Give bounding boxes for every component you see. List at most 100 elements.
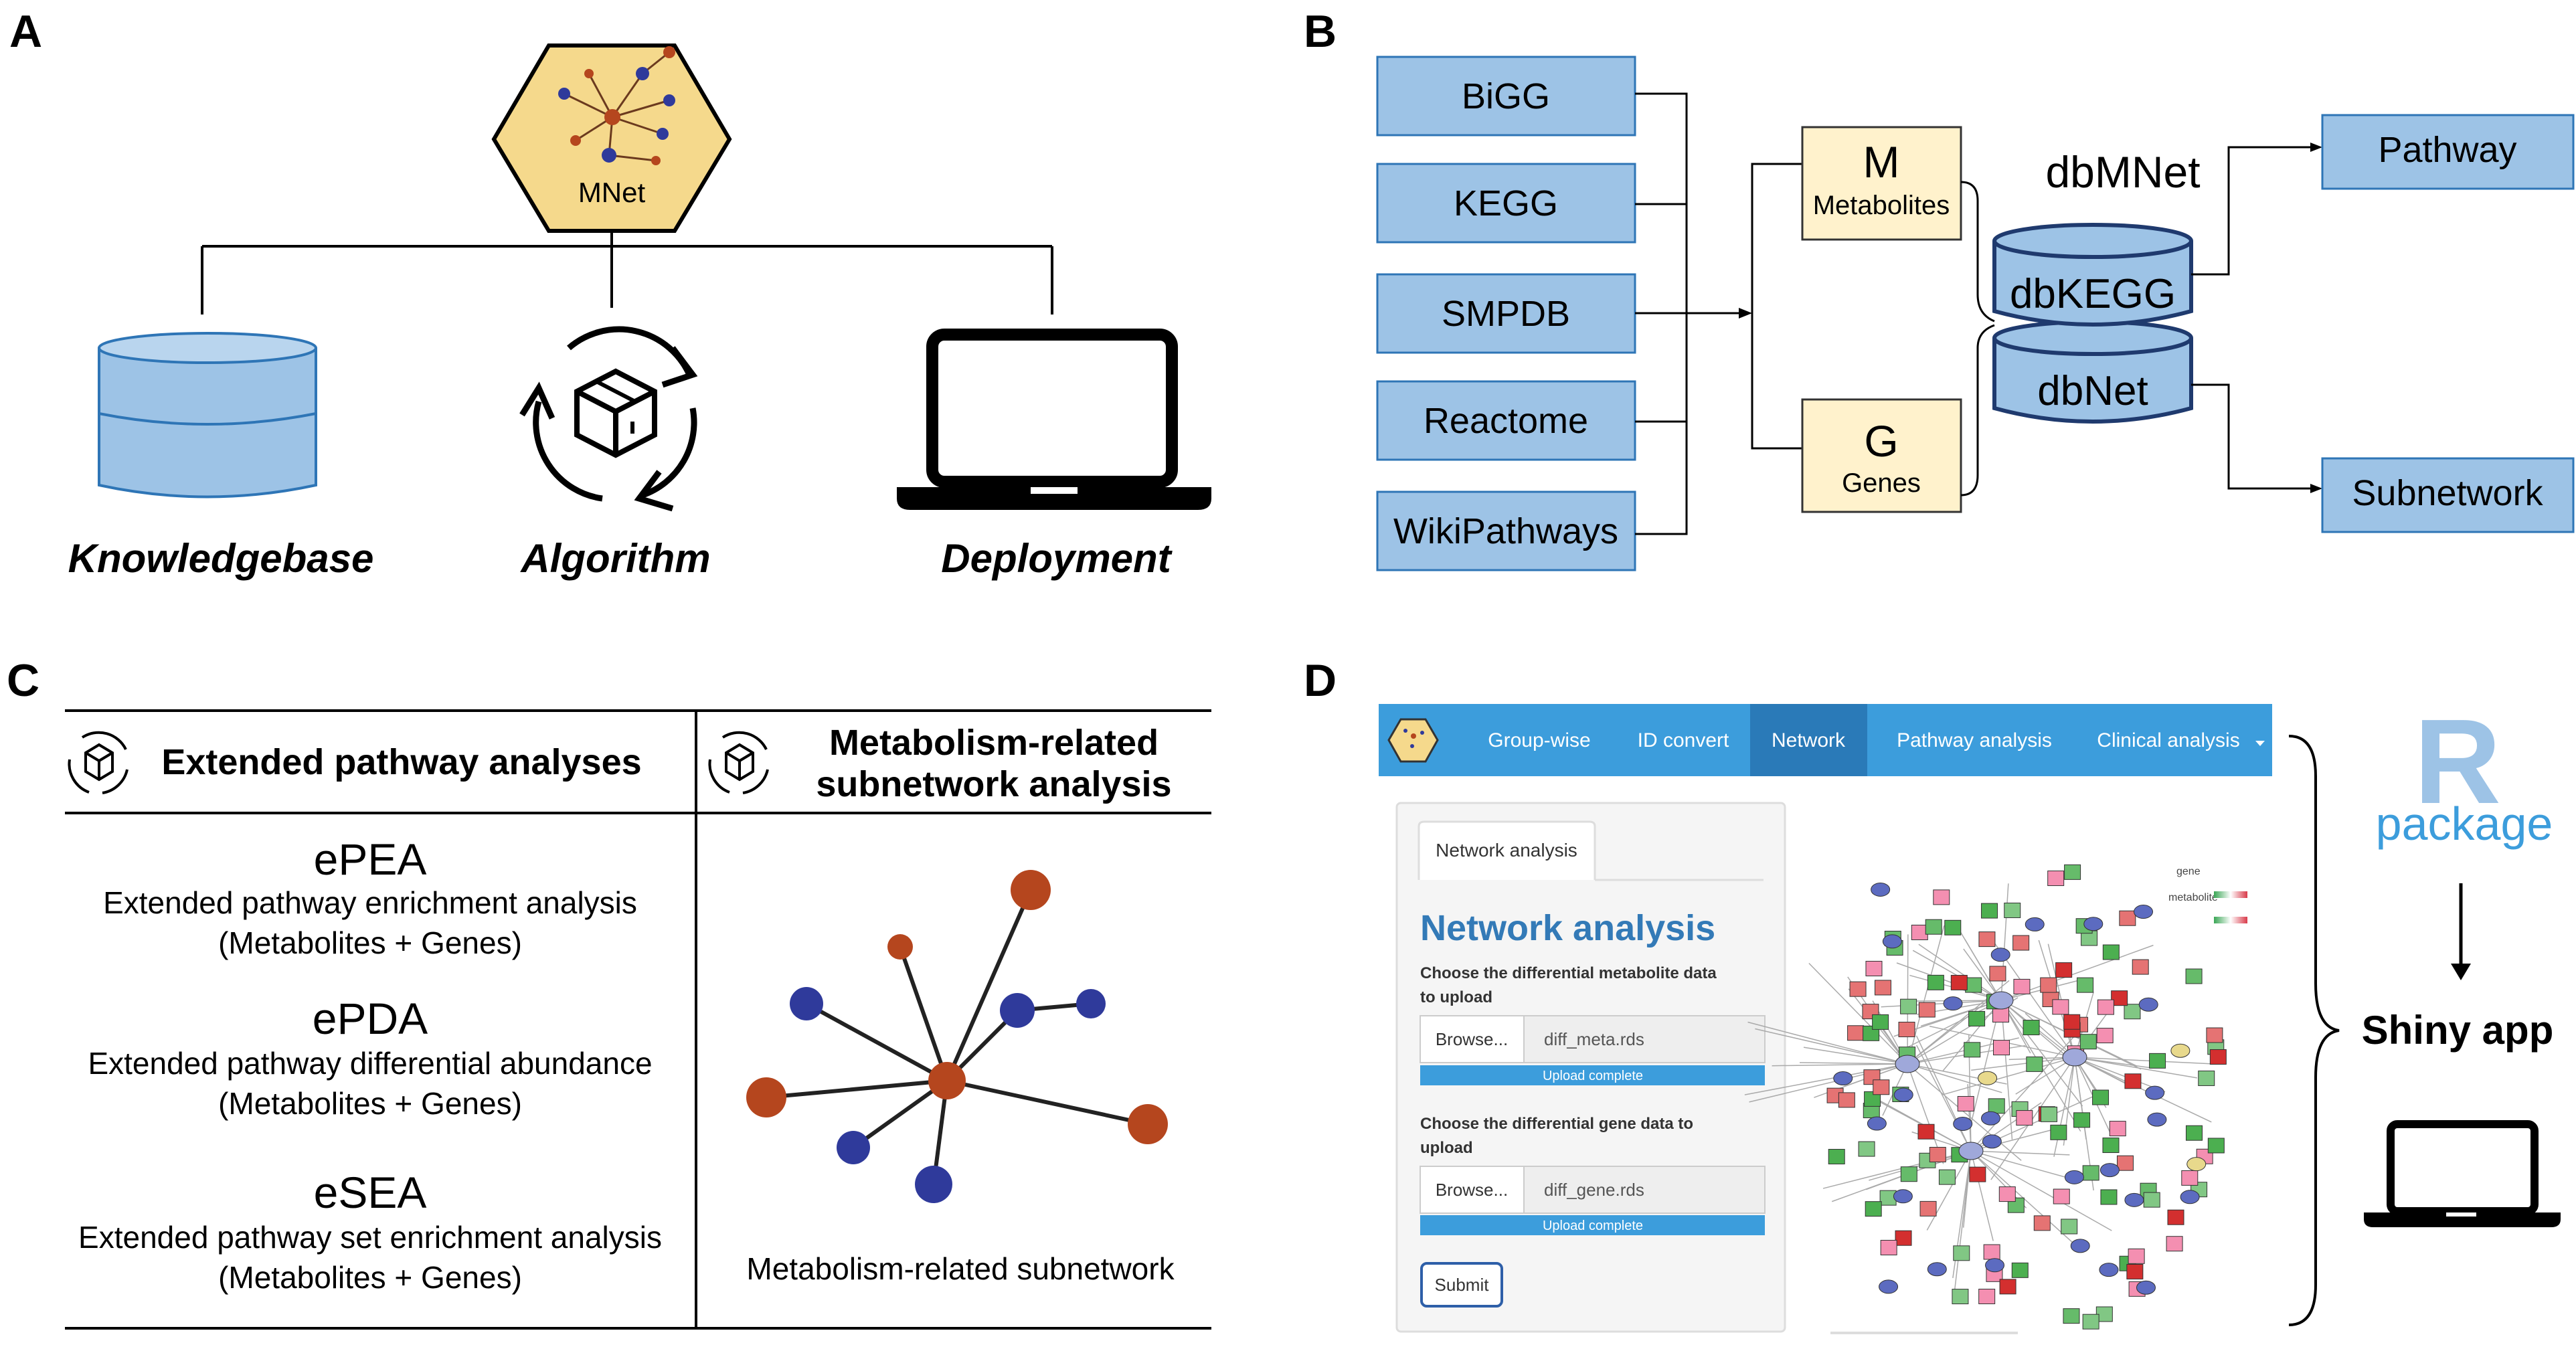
metabolite-node <box>2064 1170 2084 1184</box>
meta-file-input[interactable] <box>1523 1015 1766 1063</box>
gene-node <box>2033 1215 2051 1231</box>
gene-node <box>2082 1314 2099 1330</box>
gene-node <box>2097 999 2114 1015</box>
source-label-kegg: KEGG <box>1454 183 1558 223</box>
laptop-icon <box>897 329 1211 510</box>
network-edge <box>2074 1057 2212 1123</box>
gene-node <box>1988 1098 2005 1114</box>
gene-node <box>1911 924 1928 940</box>
meta-upload-label-2: to upload <box>1420 988 1492 1006</box>
subnetwork-box <box>2321 457 2575 533</box>
gene-node <box>1957 1095 1974 1111</box>
network-edge <box>1970 1150 2070 1156</box>
metabolite-node <box>2138 997 2158 1012</box>
dbmnet-title: dbMNet <box>2045 147 2200 197</box>
submit-label: Submit <box>1435 1275 1490 1295</box>
gene-node <box>1925 919 1942 935</box>
gene-node <box>2102 944 2120 960</box>
gene-node <box>1950 974 1968 990</box>
gene-upload-label-1: Choose the differential gene data to <box>1420 1115 1693 1133</box>
source-boxes <box>1376 56 1636 571</box>
metabolite-node <box>2145 1085 2165 1100</box>
gene-node <box>2050 1124 2067 1140</box>
laptop-small-icon <box>2364 1120 2561 1227</box>
gene-node <box>1849 981 1867 997</box>
network-edge <box>1926 1150 1972 1231</box>
subnetwork-caption: Metabolism-related subnetwork <box>746 1251 1175 1286</box>
subnet-node <box>790 987 823 1020</box>
network-edge <box>1915 1045 1972 1152</box>
nav-network[interactable]: Network <box>1772 729 1846 751</box>
r-logo: R <box>2414 695 2501 829</box>
gene-node <box>1858 1141 1875 1157</box>
gene-upload-status: Upload complete <box>1543 1219 1643 1233</box>
tab-network-analysis[interactable] <box>1418 820 1596 880</box>
gene-node <box>1933 889 1950 905</box>
nav-group-wise[interactable]: Group-wise <box>1488 729 1590 751</box>
pathway-box <box>2321 114 2575 190</box>
genes-brace <box>1960 324 1995 497</box>
nav-pathway-analysis[interactable]: Pathway analysis <box>1897 729 2052 751</box>
gene-node <box>2116 1155 2134 1171</box>
gene-node <box>1880 1239 1897 1255</box>
gene-node <box>1992 1007 2010 1023</box>
network-edge <box>1970 1150 2071 1180</box>
network-edge <box>1970 1150 2074 1244</box>
gene-node <box>2124 1073 2142 1089</box>
metabolite-node <box>2124 1192 2144 1207</box>
nav-id-convert[interactable]: ID convert <box>1638 729 1729 751</box>
epda-desc: Extended pathway differential abundance <box>88 1046 652 1081</box>
mnet-hex-logo <box>491 43 732 233</box>
panel-d-brace <box>2288 735 2340 1326</box>
gene-node <box>1929 1147 1946 1163</box>
gene-node <box>2206 1027 2223 1043</box>
metabolite-node <box>1882 934 1902 949</box>
metabolite-node <box>1982 1134 2002 1149</box>
network-analysis-heading: Network analysis <box>1420 908 1715 948</box>
network-edge <box>1822 1150 1972 1189</box>
source-label-bigg: BiGG <box>1462 76 1550 116</box>
source-label-wikipathways: WikiPathways <box>1393 511 1618 551</box>
algorithm-cycle-icon <box>519 326 698 512</box>
dbnet-label: dbNet <box>2037 368 2148 414</box>
hub-node <box>2062 1048 2087 1067</box>
gene-node <box>2124 1004 2141 1020</box>
hub-node <box>1958 1142 1984 1160</box>
metabolite-node <box>1833 1071 1853 1086</box>
gene-node <box>1978 1288 1996 1304</box>
metabolites-letter: M <box>1863 137 1900 187</box>
nav-clinical-analysis[interactable]: Clinical analysis <box>2097 729 2239 751</box>
metabolite-node <box>1990 948 2010 962</box>
network-edge <box>2053 1057 2075 1157</box>
network-edge <box>1897 1000 2002 1053</box>
gene-node <box>1838 1092 1855 1108</box>
gene-node <box>2126 1263 2144 1279</box>
col2-header-line1: Metabolism-related <box>829 723 1158 763</box>
gene-node <box>2092 1089 2110 1105</box>
metabolite-node <box>1985 1258 2005 1273</box>
r-package-label: package <box>2376 798 2553 850</box>
gene-node <box>2119 910 2136 926</box>
submit-button[interactable] <box>1420 1262 1503 1308</box>
genes-label: Genes <box>1842 468 1921 498</box>
network-edge <box>2074 1057 2166 1093</box>
subnet-node <box>1011 870 1051 910</box>
source-bracket <box>1635 92 1802 535</box>
gene-file-input[interactable] <box>1523 1166 1766 1214</box>
gene-node <box>2209 1049 2227 1065</box>
gene-node <box>2149 1053 2166 1069</box>
gene-node <box>1919 1200 1937 1217</box>
metabolites-brace <box>1960 181 1995 323</box>
gene-node <box>2077 977 2094 993</box>
gene-node <box>2004 902 2021 918</box>
esea-sub: (Metabolites + Genes) <box>218 1260 522 1295</box>
gene-node <box>1864 1091 1881 1107</box>
metabolite-node <box>1953 1117 1973 1132</box>
hub-node <box>1988 991 2014 1010</box>
gene-node <box>1953 1245 1970 1261</box>
meta-upload-status: Upload complete <box>1543 1069 1643 1083</box>
gene-node <box>2185 968 2203 984</box>
gene-node <box>2073 1112 2091 1128</box>
gene-node <box>2013 978 2031 994</box>
panel-b-letter: B <box>1304 6 1337 57</box>
